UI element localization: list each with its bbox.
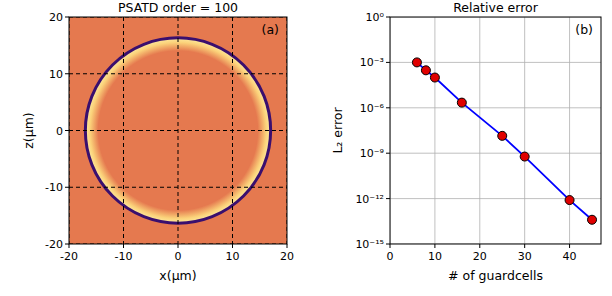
panel-annotation: (b) (575, 22, 593, 37)
data-point (588, 215, 597, 224)
chart-title: PSATD order = 100 (118, 0, 238, 15)
y-tick-label: 0 (56, 125, 63, 138)
y-tick (65, 244, 69, 245)
plot-area (69, 17, 287, 244)
y-tick-label: 10⁻³ (360, 56, 384, 69)
y-tick (65, 130, 69, 131)
series-line (417, 62, 592, 219)
x-tick (69, 244, 70, 248)
x-tick-label: -10 (115, 250, 133, 263)
field-background (69, 17, 287, 244)
data-point (412, 58, 421, 67)
grid-line (434, 17, 435, 244)
grid-line (69, 130, 287, 131)
grid-line (69, 73, 287, 74)
y-tick (65, 187, 69, 188)
grid-line (390, 107, 601, 108)
y-tick (386, 153, 390, 154)
y-tick (386, 62, 390, 63)
x-tick (479, 244, 480, 248)
data-point (498, 131, 507, 140)
x-tick (524, 244, 525, 248)
y-tick-label: -20 (45, 238, 63, 251)
x-tick-label: 10 (428, 250, 442, 263)
grid-line (390, 153, 601, 154)
x-tick-label: 10 (226, 250, 240, 263)
x-tick (178, 244, 179, 248)
plot-frame (69, 17, 287, 244)
x-tick-label: 20 (473, 250, 487, 263)
x-tick (434, 244, 435, 248)
y-axis-label: L₂ error (330, 107, 345, 154)
y-tick (386, 107, 390, 108)
grid-line (479, 17, 480, 244)
x-tick (232, 244, 233, 248)
grid-line (524, 17, 525, 244)
panel: -20 -10 0 10 20 -20 -10 0 10 20 PSATD order = 100 x… (21, 0, 294, 283)
y-axis-label: z(μm) (21, 112, 36, 148)
y-tick (386, 244, 390, 245)
y-tick-label: 10⁻⁹ (360, 147, 384, 160)
data-point (421, 66, 430, 75)
plot-frame (390, 17, 601, 244)
y-tick-label: 10⁻⁶ (360, 102, 385, 115)
figure: -20 -10 0 10 20 -20 -10 0 10 20 PSATD order = 100 x… (0, 0, 612, 296)
x-axis-label: x(μm) (159, 268, 196, 283)
y-tick-label: 20 (49, 11, 63, 24)
x-axis-label: # of guardcells (448, 268, 543, 283)
x-tick (390, 244, 391, 248)
y-tick-label: 10⁻¹² (355, 193, 384, 206)
x-tick-label: 40 (563, 250, 577, 263)
x-tick-label: -20 (60, 250, 78, 263)
y-tick (65, 17, 69, 18)
grid-line (569, 17, 570, 244)
data-point (457, 98, 466, 107)
chart-title: Relative error (453, 0, 539, 15)
y-tick (386, 198, 390, 199)
x-tick-label: 0 (387, 250, 394, 263)
x-tick-label: 30 (518, 250, 532, 263)
grid-line (69, 187, 287, 188)
y-tick (386, 17, 390, 18)
x-tick-label: 0 (175, 250, 182, 263)
x-tick (287, 244, 288, 248)
x-tick-label: 20 (280, 250, 294, 263)
x-tick (123, 244, 124, 248)
data-point (520, 152, 529, 161)
panel: 0 10 20 30 40 10⁻¹⁵ 10⁻¹² 10⁻⁹ 10⁻⁶ 10⁻³ 10⁰ Relati… (330, 0, 601, 283)
data-point (430, 73, 439, 82)
data-point (565, 196, 574, 205)
y-tick-label: 10⁻¹⁵ (355, 238, 384, 251)
y-tick-label: -10 (45, 181, 63, 194)
plot-area (390, 17, 601, 244)
y-tick-label: 10 (49, 68, 63, 81)
y-tick (65, 73, 69, 74)
x-tick (569, 244, 570, 248)
grid-line (123, 17, 124, 244)
y-tick-label: 10⁰ (366, 11, 385, 24)
panel-annotation: (a) (262, 22, 279, 37)
